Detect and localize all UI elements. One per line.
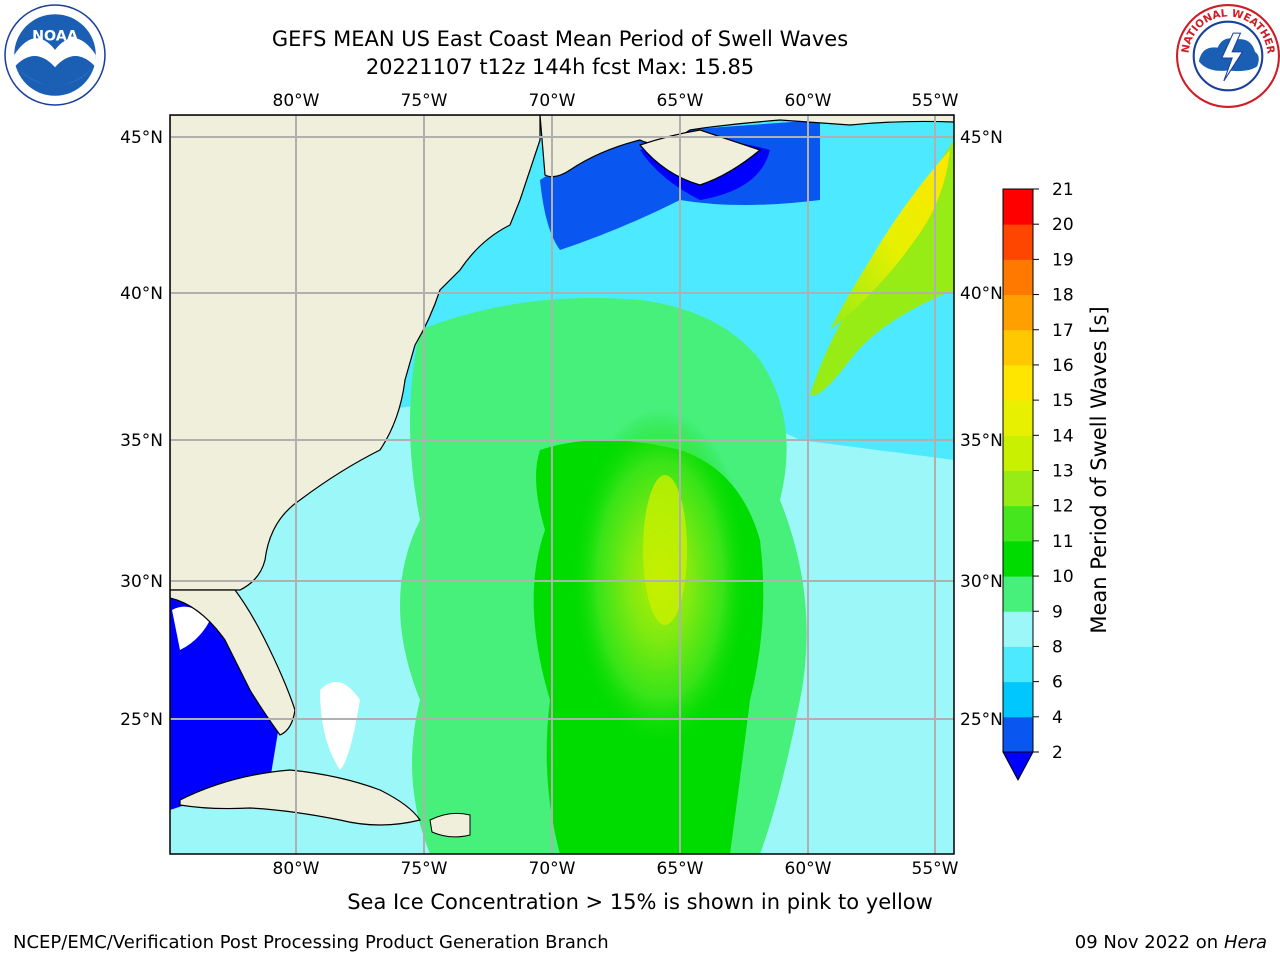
chart-title: GEFS MEAN US East Coast Mean Period of S… — [271, 27, 849, 51]
colorbar-segment — [1003, 329, 1033, 366]
colorbar-tick-label: 21 — [1052, 180, 1074, 200]
swell-13s-core — [643, 475, 687, 625]
colorbar-segment — [1003, 681, 1033, 718]
colorbar-tick-label: 18 — [1052, 286, 1074, 306]
colorbar-tick-label: 10 — [1052, 567, 1074, 587]
lon-label-bottom: 60°W — [785, 859, 832, 879]
lon-label-top: 60°W — [785, 91, 832, 111]
lat-label-left: 40°N — [120, 284, 163, 304]
colorbar-tick-label: 9 — [1052, 602, 1063, 622]
land-hispaniola — [429, 812, 471, 838]
lat-label-right: 30°N — [960, 572, 1003, 592]
lat-label-right: 45°N — [960, 128, 1003, 148]
land-nova-scotia — [638, 129, 762, 186]
lon-label-bottom: 65°W — [657, 859, 704, 879]
colorbar-tick-label: 20 — [1052, 215, 1074, 235]
lat-label-left: 25°N — [120, 710, 163, 730]
lon-labels-bottom: 80°W 75°W 70°W 65°W 60°W 55°W — [273, 859, 959, 879]
colorbar-segment — [1003, 189, 1033, 225]
colorbar-tick-label: 2 — [1052, 743, 1063, 763]
colorbar-segment — [1003, 400, 1033, 436]
colorbar-label: Mean Period of Swell Waves [s] — [1087, 306, 1111, 633]
colorbar-segment — [1003, 470, 1033, 507]
graticule — [170, 115, 954, 854]
lon-labels-top: 80°W 75°W 70°W 65°W 60°W 55°W — [273, 91, 959, 111]
noaa-logo: NOAA — [4, 4, 106, 106]
lat-labels-left: 45°N 40°N 35°N 30°N 25°N — [120, 128, 163, 730]
colorbar-tick-label: 19 — [1052, 250, 1074, 270]
footer-left: NCEP/EMC/Verification Post Processing Pr… — [13, 932, 609, 953]
colorbar-tick-label: 6 — [1052, 673, 1063, 693]
lon-label-bottom: 80°W — [273, 859, 320, 879]
lon-label-top: 70°W — [529, 91, 576, 111]
land-us-east-coast — [170, 115, 541, 591]
nws-logo: NATIONAL WEATHER SERVICE — [1176, 4, 1280, 108]
colorbar-under-arrow — [1002, 751, 1034, 782]
colorbar-tick-label: 4 — [1052, 708, 1063, 728]
colorbar-tick-label: 16 — [1052, 356, 1074, 376]
colorbar-tick-label: 17 — [1052, 321, 1074, 341]
lat-label-left: 45°N — [120, 128, 163, 148]
lon-label-top: 55°W — [912, 91, 959, 111]
colorbar-segment — [1003, 259, 1033, 296]
lon-label-bottom: 70°W — [529, 859, 576, 879]
colorbar-segment — [1003, 364, 1033, 401]
land-cuba — [179, 769, 421, 826]
map-frame — [169, 114, 955, 855]
swell-ne-band-core — [830, 150, 950, 330]
lat-label-right: 40°N — [960, 284, 1003, 304]
colorbar-segment — [1003, 435, 1033, 471]
lat-label-right: 25°N — [960, 710, 1003, 730]
swell-under-2s-gulf — [170, 590, 280, 810]
footer-right: 09 Nov 2022 on Hera — [1075, 932, 1267, 953]
lat-label-left: 30°N — [120, 572, 163, 592]
colorbar-segment — [1003, 716, 1033, 753]
masked-region-gulf — [172, 606, 210, 650]
masked-region-bahamas — [320, 682, 360, 770]
lat-label-left: 35°N — [120, 431, 163, 451]
colorbar-tick-label: 8 — [1052, 637, 1063, 657]
footer-host: Hera — [1223, 932, 1267, 953]
colorbar-segment — [1003, 540, 1033, 577]
map-area — [170, 115, 954, 854]
lon-label-bottom: 55°W — [912, 859, 959, 879]
colorbar-tick-label: 13 — [1052, 462, 1074, 482]
lon-label-top: 80°W — [273, 91, 320, 111]
lat-label-right: 35°N — [960, 431, 1003, 451]
colorbar-segment — [1003, 505, 1033, 542]
colorbar-tick-label: 14 — [1052, 426, 1074, 446]
noaa-logo-text: NOAA — [32, 29, 78, 45]
sea-ice-note: Sea Ice Concentration > 15% is shown in … — [347, 890, 933, 914]
lon-label-bottom: 75°W — [401, 859, 448, 879]
colorbar-tick-label: 11 — [1052, 532, 1074, 552]
colorbar-segment — [1003, 294, 1033, 331]
lat-labels-right: 45°N 40°N 35°N 30°N 25°N — [960, 128, 1003, 730]
colorbar: 2 4 6 8 9 10 11 12 13 14 15 16 17 18 19 20 21 — [1002, 180, 1074, 782]
colorbar-segment — [1003, 646, 1033, 683]
colorbar-segment — [1003, 611, 1033, 647]
lon-label-top: 75°W — [401, 91, 448, 111]
colorbar-segment — [1003, 224, 1033, 260]
footer-date: 09 Nov 2022 on — [1074, 932, 1219, 953]
land-florida — [170, 589, 296, 736]
chart-subtitle: 20221107 t12z 144h fcst Max: 15.85 — [365, 55, 755, 79]
colorbar-segment — [1003, 576, 1033, 612]
colorbar-tick-label: 15 — [1052, 391, 1074, 411]
lon-label-top: 65°W — [657, 91, 704, 111]
colorbar-tick-label: 12 — [1052, 497, 1074, 517]
